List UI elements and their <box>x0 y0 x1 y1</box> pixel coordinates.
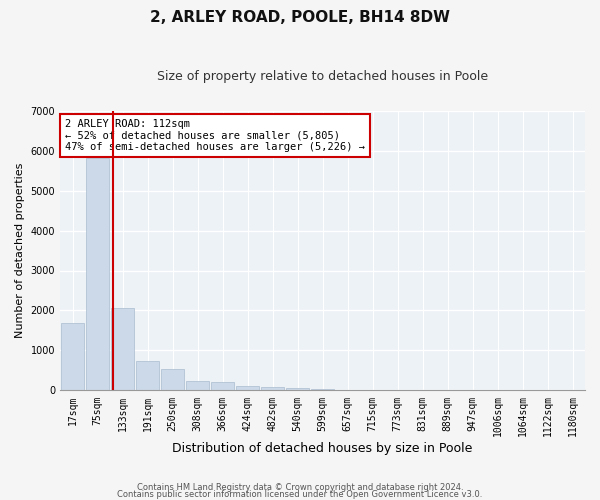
Bar <box>311 388 334 390</box>
Text: Contains public sector information licensed under the Open Government Licence v3: Contains public sector information licen… <box>118 490 482 499</box>
Text: Contains HM Land Registry data © Crown copyright and database right 2024.: Contains HM Land Registry data © Crown c… <box>137 484 463 492</box>
Text: 2, ARLEY ROAD, POOLE, BH14 8DW: 2, ARLEY ROAD, POOLE, BH14 8DW <box>150 10 450 25</box>
Bar <box>261 386 284 390</box>
X-axis label: Distribution of detached houses by size in Poole: Distribution of detached houses by size … <box>172 442 473 455</box>
Bar <box>61 324 84 390</box>
Bar <box>161 369 184 390</box>
Bar <box>111 308 134 390</box>
Text: 2 ARLEY ROAD: 112sqm
← 52% of detached houses are smaller (5,805)
47% of semi-de: 2 ARLEY ROAD: 112sqm ← 52% of detached h… <box>65 119 365 152</box>
Bar <box>86 158 109 390</box>
Bar <box>211 382 234 390</box>
Bar <box>236 386 259 390</box>
Bar <box>186 381 209 390</box>
Bar <box>286 388 309 390</box>
Bar <box>136 361 159 390</box>
Title: Size of property relative to detached houses in Poole: Size of property relative to detached ho… <box>157 70 488 83</box>
Y-axis label: Number of detached properties: Number of detached properties <box>15 163 25 338</box>
